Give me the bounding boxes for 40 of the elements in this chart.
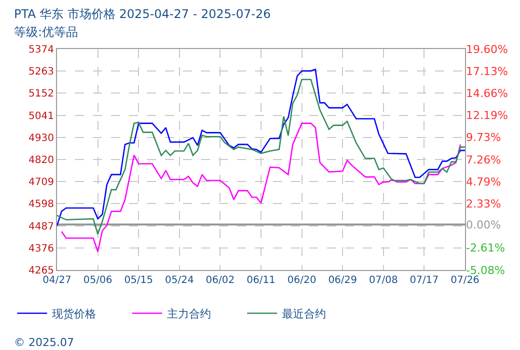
x-tick-label: 07/26	[450, 275, 480, 286]
y-tick-label: 5374	[28, 44, 54, 56]
chart-subtitle: 等级:优等品	[14, 25, 78, 39]
y2-tick-label: 9.73%	[466, 131, 501, 144]
x-tick-label: 06/02	[206, 275, 235, 286]
x-tick-label: 04/27	[42, 275, 72, 286]
legend-label: 最近合约	[282, 308, 326, 321]
legend-label: 现货价格	[52, 308, 96, 321]
y2-tick-label: 14.66%	[466, 87, 508, 100]
y2-tick-label: 0.00%	[466, 218, 501, 232]
y2-tick-label: 4.79%	[466, 175, 501, 188]
y2-tick-label: 19.60%	[466, 42, 508, 56]
legend-label: 主力合约	[167, 308, 212, 321]
y-tick-label: 5263	[28, 66, 54, 78]
y-tick-label: 4930	[28, 132, 54, 144]
x-tick-label: 07/17	[410, 275, 439, 286]
x-tick-label: 05/24	[164, 275, 194, 286]
y2-tick-label: -2.61%	[466, 242, 505, 255]
x-tick-label: 06/11	[246, 275, 276, 286]
x-tick-label: 07/08	[368, 275, 398, 286]
y-tick-label: 5041	[28, 110, 54, 122]
y2-tick-label: 17.13%	[466, 64, 508, 78]
x-tick-label: 06/29	[328, 275, 358, 286]
y-tick-label: 5152	[28, 88, 54, 100]
y2-tick-label: 12.19%	[466, 109, 508, 122]
y-tick-label: 4265	[28, 266, 54, 276]
y2-tick-label: 2.33%	[466, 198, 501, 210]
y-tick-label: 4376	[28, 243, 54, 254]
chart-title: PTA 华东 市场价格 2025-04-27 - 2025-07-26	[14, 7, 271, 21]
x-tick-label: 05/15	[124, 275, 154, 286]
y2-tick-label: 7.26%	[466, 153, 501, 166]
y-tick-label: 4487	[28, 221, 54, 232]
y-tick-label: 4820	[28, 154, 54, 166]
x-tick-label: 06/20	[287, 275, 316, 286]
text: © 2025.07	[14, 336, 74, 349]
y-tick-label: 4598	[28, 199, 54, 210]
y-tick-label: 4709	[28, 177, 54, 188]
x-tick-label: 05/06	[83, 275, 112, 286]
y2-tick-label: -5.08%	[466, 264, 505, 277]
line-series	[60, 122, 462, 252]
